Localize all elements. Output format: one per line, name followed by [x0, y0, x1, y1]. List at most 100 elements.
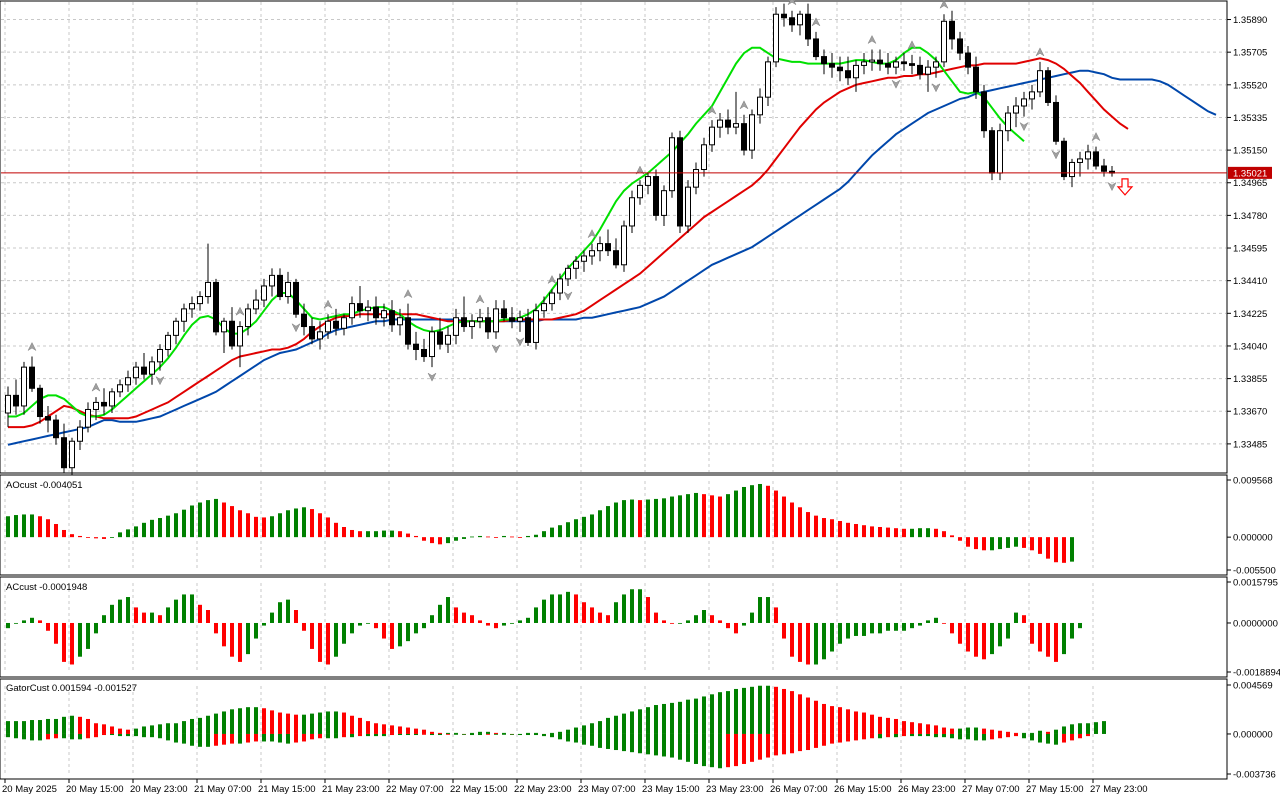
ao-bar — [118, 532, 122, 538]
gator-bar — [486, 731, 490, 734]
gator-bar — [974, 733, 978, 741]
ac-bar — [526, 617, 530, 623]
time-tick-label: 22 May 23:00 — [514, 784, 572, 795]
ac-bar — [302, 622, 306, 631]
bull-candle — [173, 320, 179, 336]
ac-bar — [6, 622, 10, 629]
gator-bar — [446, 732, 450, 734]
ao-bar — [958, 537, 962, 541]
bull-candle — [1085, 151, 1091, 160]
price-axis: 1.35890 1.35705 1.35520 1.35335 1.35150 1.349… — [1227, 15, 1267, 450]
gator-panel[interactable]: 0.004569 0.000000 -0.003736 GatorCust 0.00… — [0, 678, 1276, 781]
ao-bar — [350, 529, 354, 538]
ac-bar — [1054, 622, 1058, 662]
ao-bar — [326, 517, 330, 538]
fractal-down-icon — [515, 337, 525, 347]
gator-bar — [550, 733, 554, 738]
ac-bar — [286, 599, 290, 623]
ao-bar — [926, 528, 930, 538]
gator-bar — [278, 733, 282, 743]
ac-bar — [510, 622, 514, 624]
gator-bar — [350, 733, 354, 738]
ac-bar — [822, 622, 826, 660]
bull-candle — [517, 317, 523, 322]
price-panel[interactable]: 1.35021 1.358901.357051.355201.353351.35… — [0, 0, 1272, 488]
ac-bar — [990, 622, 994, 655]
alligator-lips-line — [8, 46, 1025, 418]
bull-candle — [5, 394, 11, 414]
bull-candle — [157, 348, 163, 363]
gator-bar — [534, 732, 538, 734]
ac-bar — [766, 597, 770, 623]
bear-candle — [461, 317, 467, 328]
gator-bar — [790, 733, 794, 754]
fractal-up-icon — [1035, 47, 1045, 57]
ac-bar — [830, 622, 834, 652]
gator-bar — [46, 718, 50, 734]
gator-bar — [126, 729, 130, 734]
ac-bar — [1030, 622, 1034, 644]
fractal-down-icon — [1051, 150, 1061, 160]
ao-grid — [4, 481, 1094, 569]
ac-tick-label: 0.0000000 — [1233, 618, 1278, 629]
ac-bar — [910, 622, 914, 629]
gator-bar — [678, 733, 682, 760]
bull-candle — [669, 137, 675, 192]
ao-bar — [614, 502, 618, 538]
ao-bar — [390, 530, 394, 538]
price-tick-label: 1.33670 — [1233, 407, 1267, 418]
ao-bar — [918, 528, 922, 538]
ac-bar — [846, 622, 850, 639]
ac-bar — [102, 615, 106, 623]
gator-bar — [766, 733, 770, 758]
ao-bar — [54, 524, 58, 538]
fractal-down-icon — [155, 375, 165, 386]
ao-bar — [62, 529, 66, 538]
ac-panel[interactable]: 0.0015795 0.0000000 -0.0018894 ACcust -0.0… — [0, 576, 1280, 679]
gator-bar — [1070, 724, 1074, 734]
gator-bar — [678, 701, 682, 734]
bull-candle — [621, 225, 627, 266]
ao-bar — [86, 537, 90, 538]
sell-arrow-icon — [1116, 178, 1134, 196]
bull-candle — [597, 243, 603, 252]
gator-bar — [174, 723, 178, 734]
price-tick-label: 1.33485 — [1233, 439, 1267, 450]
ao-bar — [294, 508, 298, 538]
gator-bar — [934, 725, 938, 734]
gator-bar — [150, 725, 154, 734]
gator-bar — [870, 733, 874, 739]
ao-bar — [782, 496, 786, 538]
bull-candle — [341, 317, 347, 329]
gator-bar — [166, 723, 170, 734]
ac-bar — [94, 622, 98, 634]
ac-bar — [62, 622, 66, 662]
ac-bar — [1014, 612, 1018, 623]
ao-bar — [310, 509, 314, 538]
gator-bar — [438, 733, 442, 736]
ao-bar — [94, 537, 98, 539]
price-tick-label: 1.34225 — [1233, 309, 1267, 320]
gator-bar — [1046, 731, 1050, 734]
gator-bar — [814, 700, 818, 734]
bear-candle — [309, 326, 315, 340]
ac-bar — [430, 615, 434, 623]
gator-bar — [38, 733, 42, 741]
ac-bar — [942, 622, 946, 624]
ac-bar — [382, 622, 386, 639]
ao-bar — [1014, 537, 1018, 547]
ac-bar — [150, 612, 154, 623]
gator-bar — [766, 685, 770, 734]
gator-bar — [14, 721, 18, 734]
ao-bar — [838, 521, 842, 538]
ao-bar — [862, 525, 866, 538]
price-tick-label: 1.34595 — [1233, 244, 1267, 255]
gator-bar — [1078, 723, 1082, 734]
ac-bar — [310, 622, 314, 649]
ao-panel[interactable]: 0.009568 0.000000 -0.005500 AOcust -0.0040… — [0, 474, 1276, 577]
ao-bar — [446, 537, 450, 544]
gator-bar — [1078, 733, 1082, 739]
lips-line — [8, 46, 1025, 418]
bull-candle — [1013, 105, 1019, 114]
